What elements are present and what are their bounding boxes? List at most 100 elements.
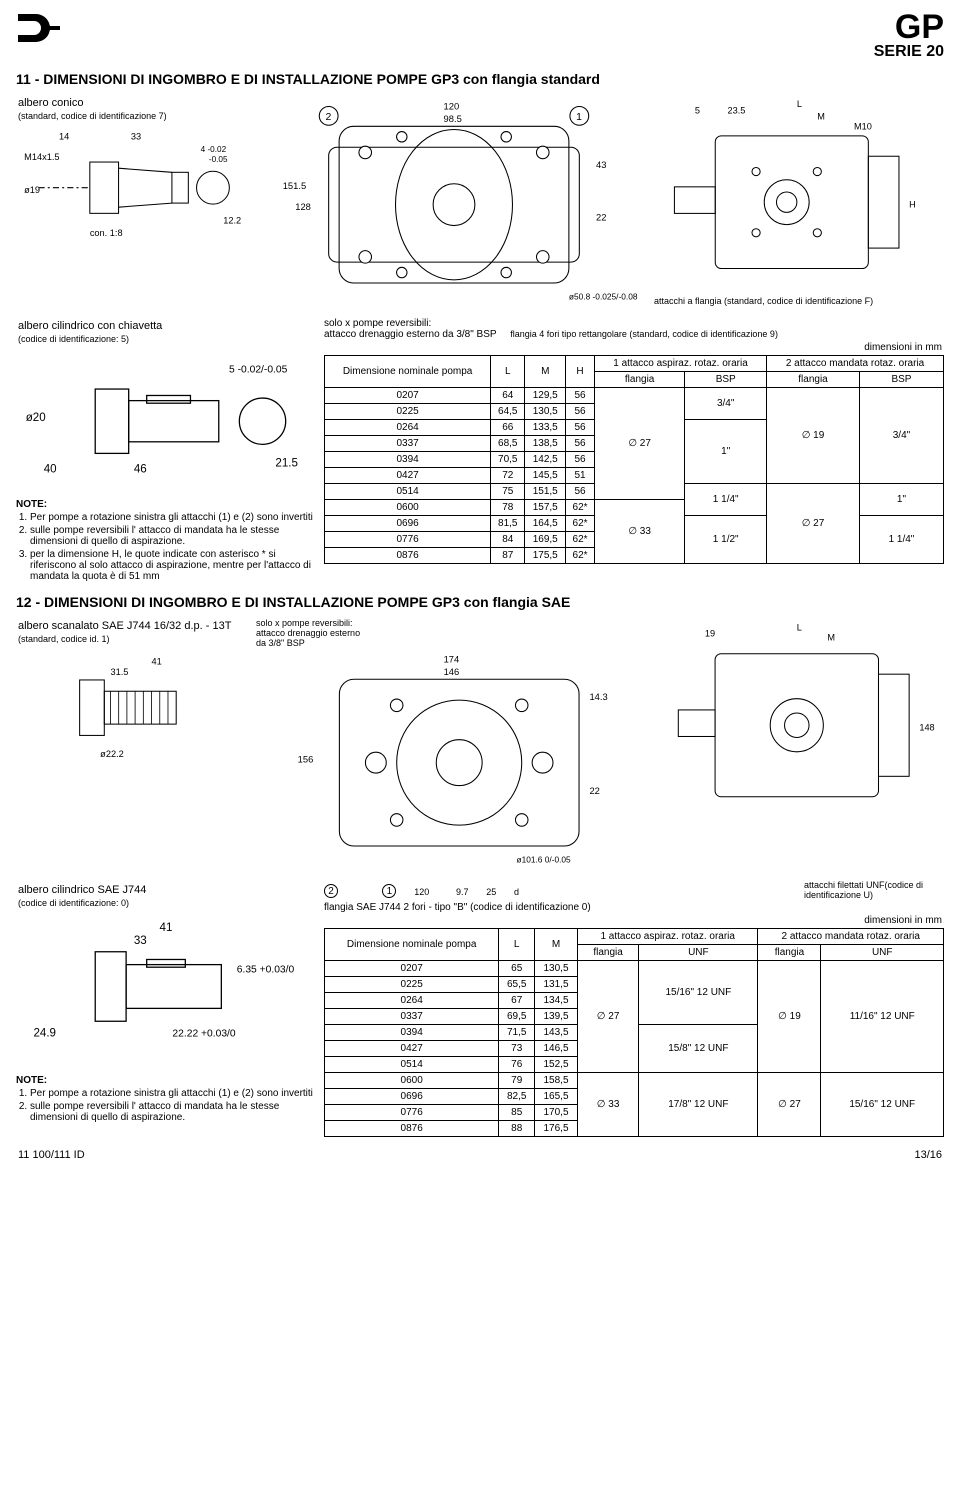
svg-text:ø19: ø19 — [24, 184, 40, 194]
table-cell: 56 — [566, 404, 595, 420]
tech-drawing-icon: 5 23.5 L M M10 H — [654, 95, 950, 299]
svg-text:98.5: 98.5 — [444, 113, 462, 124]
col-head: Dimensione nominale pompa — [325, 356, 491, 388]
brand-logo — [16, 12, 62, 48]
table-cell: 130,5 — [535, 960, 578, 976]
svg-text:46: 46 — [134, 464, 147, 476]
table-cell: 0264 — [325, 420, 491, 436]
col-head: M — [525, 356, 566, 388]
shaft-keyed-drawing: albero cilindrico con chiavetta (codice … — [16, 316, 316, 493]
product-code: GP — [874, 12, 944, 43]
table-cell: 0696 — [325, 516, 491, 532]
table-cell: 131,5 — [535, 976, 578, 992]
shaft-spline-drawing: albero scanalato SAE J744 16/32 d.p. - 1… — [16, 616, 246, 774]
table-cell: 62* — [566, 532, 595, 548]
table-cell: 145,5 — [525, 468, 566, 484]
page-footer: 11 100/111 ID 13/16 — [16, 1149, 944, 1161]
table-cell: 70,5 — [491, 452, 525, 468]
col-head: Dimensione nominale pompa — [325, 928, 499, 960]
table-cell: 1 1/4" — [685, 484, 767, 516]
svg-text:33: 33 — [131, 131, 141, 141]
port-1-marker: 1 — [382, 884, 396, 898]
table-cell: 0514 — [325, 1056, 499, 1072]
table-cell: 66 — [491, 420, 525, 436]
svg-text:5: 5 — [695, 105, 700, 115]
tech-drawing-icon: 41 31.5 ø22.2 — [18, 644, 244, 767]
table-cell: 130,5 — [525, 404, 566, 420]
side-view-sae-drawing: 19 L M 148 — [662, 616, 952, 829]
table-cell: 129,5 — [525, 388, 566, 404]
svg-text:41: 41 — [152, 657, 162, 667]
table-cell: 11/16" 12 UNF — [821, 960, 944, 1072]
front-view-sae-drawing: solo x pompe reversibili: attacco drenag… — [254, 616, 654, 874]
col-sub: BSP — [859, 372, 943, 388]
svg-text:H: H — [909, 199, 916, 209]
col-head: L — [491, 356, 525, 388]
port-2-marker: 2 — [324, 884, 338, 898]
table-cell: 133,5 — [525, 420, 566, 436]
dim-label: 9.7 — [456, 887, 469, 897]
table-caption: dimensioni in mm — [324, 915, 942, 926]
svg-text:2: 2 — [326, 112, 332, 123]
svg-text:22: 22 — [589, 786, 599, 796]
table-cell: 0264 — [325, 992, 499, 1008]
table-cell: 164,5 — [525, 516, 566, 532]
table-cell: 15/16" 12 UNF — [821, 1072, 944, 1136]
svg-text:21.5: 21.5 — [275, 458, 298, 470]
svg-text:L: L — [797, 99, 802, 109]
section-11-notes: NOTE: Per pompe a rotazione sinistra gli… — [16, 499, 316, 582]
note-item: per la dimensione H, le quote indicate c… — [30, 549, 316, 582]
table-cell: 79 — [499, 1072, 535, 1088]
table-cell: 0514 — [325, 484, 491, 500]
table-cell: 84 — [491, 532, 525, 548]
col-sub: flangia — [594, 372, 684, 388]
svg-text:22: 22 — [596, 211, 606, 222]
table-cell: 176,5 — [535, 1120, 578, 1136]
table-cell: 65 — [499, 960, 535, 976]
svg-text:33: 33 — [134, 935, 147, 947]
product-series: SERIE 20 — [874, 43, 944, 61]
table-cell: 71,5 — [499, 1024, 535, 1040]
front-view-drawing: 2 1 120 98.5 151.5 128 43 22 ø50.8 -0.02… — [264, 93, 644, 311]
table-cell: 0427 — [325, 468, 491, 484]
table-cell: 0776 — [325, 1104, 499, 1120]
svg-text:31.5: 31.5 — [110, 667, 128, 677]
shaft-conical-label: albero conico — [18, 97, 254, 109]
table-row: 020764129,556∅ 273/4"∅ 193/4" — [325, 388, 944, 404]
table-cell: 0427 — [325, 1040, 499, 1056]
table-cell: 64,5 — [491, 404, 525, 420]
table-cell: 1" — [859, 484, 943, 516]
table-cell: 0337 — [325, 436, 491, 452]
dimension-table-11: Dimensione nominale pompa L M H 1 attacc… — [324, 355, 944, 564]
table-cell: ∅ 19 — [758, 960, 821, 1072]
rev-note-2: attacco drenaggio esterno da 3/8" BSP — [324, 329, 496, 340]
rev-note: solo x pompe reversibili: — [324, 318, 431, 329]
svg-text:4 -0.02: 4 -0.02 — [201, 144, 227, 153]
table-cell: 69,5 — [499, 1008, 535, 1024]
notes-label: NOTE: — [16, 1075, 47, 1086]
svg-text:ø22.2: ø22.2 — [100, 749, 124, 759]
dim-label: 25 — [486, 887, 496, 897]
table-cell: 3/4" — [685, 388, 767, 420]
table-cell: 143,5 — [535, 1024, 578, 1040]
table-cell: 56 — [566, 420, 595, 436]
rev-note-sae: solo x pompe reversibili: attacco drenag… — [256, 618, 366, 648]
table-cell: 169,5 — [525, 532, 566, 548]
svg-text:43: 43 — [596, 159, 606, 170]
svg-text:146: 146 — [444, 667, 460, 677]
svg-text:ø20: ø20 — [26, 413, 46, 425]
col-group: 1 attacco aspiraz. rotaz. oraria — [594, 356, 766, 372]
page-header: GP SERIE 20 — [16, 12, 944, 61]
svg-text:con. 1:8: con. 1:8 — [90, 228, 123, 238]
table-cell: 0600 — [325, 500, 491, 516]
shaft-spline-label: albero scanalato SAE J744 16/32 d.p. - 1… — [18, 620, 244, 632]
doc-id: 11 100/111 ID — [18, 1149, 85, 1161]
shaft-conical-sub: (standard, codice di identificazione 7) — [18, 111, 254, 121]
table-cell: 0696 — [325, 1088, 499, 1104]
col-sub: UNF — [639, 944, 758, 960]
note-item: sulle pompe reversibili l' attacco di ma… — [30, 1101, 316, 1123]
table-cell: 1 1/2" — [685, 516, 767, 564]
svg-text:128: 128 — [295, 200, 311, 211]
tech-drawing-icon: ø20 5 -0.02/-0.05 21.5 40 46 — [18, 344, 314, 486]
table-11-wrap: solo x pompe reversibili: attacco drenag… — [324, 316, 944, 584]
